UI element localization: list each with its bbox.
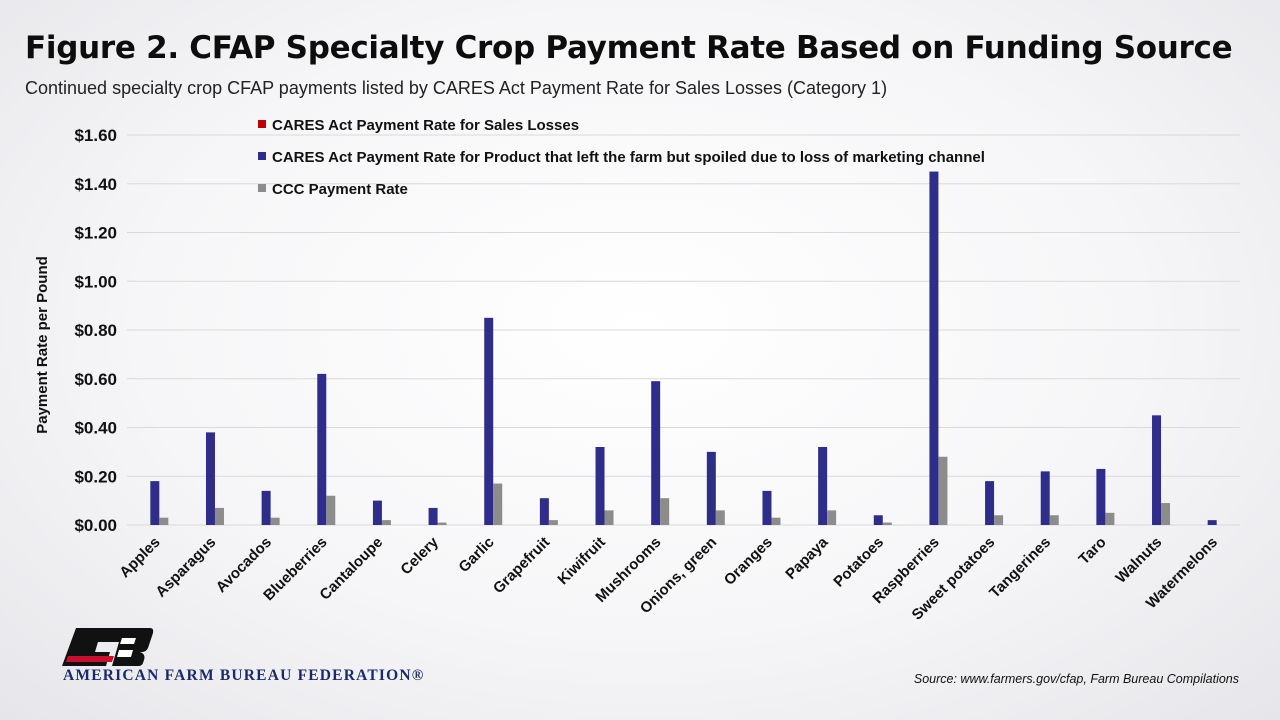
x-tick-label: Potatoes xyxy=(830,534,887,591)
bar xyxy=(938,456,948,525)
page-title: Figure 2. CFAP Specialty Crop Payment Ra… xyxy=(25,30,1233,66)
bar xyxy=(372,500,382,525)
bar xyxy=(326,495,336,525)
legend-swatch xyxy=(258,152,266,160)
y-tick-label: $1.60 xyxy=(74,126,117,145)
x-tick-label: Kiwifruit xyxy=(554,534,608,588)
bar xyxy=(317,373,327,525)
x-tick-label: Walnuts xyxy=(1112,534,1165,587)
y-tick-label: $1.00 xyxy=(74,272,117,291)
logo-white-gap xyxy=(117,638,136,657)
y-tick-label: $0.40 xyxy=(74,419,117,438)
x-tick-label: Grapefruit xyxy=(490,534,553,597)
bar xyxy=(159,517,169,525)
bar xyxy=(270,517,280,525)
legend-label: CARES Act Payment Rate for Sales Losses xyxy=(272,117,579,134)
bar xyxy=(1207,520,1217,525)
y-tick-label: $1.40 xyxy=(74,175,117,194)
bar xyxy=(381,520,391,525)
x-tick-label: Papaya xyxy=(782,533,832,583)
y-tick-label: $0.60 xyxy=(74,370,117,389)
bar xyxy=(1096,468,1106,525)
bar xyxy=(437,522,447,525)
legend-label: CARES Act Payment Rate for Product that … xyxy=(272,149,985,166)
farm-bureau-logo xyxy=(62,628,154,666)
bar xyxy=(1049,515,1059,525)
bar xyxy=(818,447,828,525)
bar xyxy=(548,520,558,525)
bar xyxy=(873,515,883,525)
x-tick-label: Garlic xyxy=(455,534,497,576)
bar xyxy=(539,498,549,525)
y-tick-label: $0.00 xyxy=(74,516,117,535)
bar xyxy=(1105,512,1115,525)
bar xyxy=(715,510,725,525)
bar xyxy=(604,510,614,525)
bar xyxy=(428,507,438,525)
legend-label: CCC Payment Rate xyxy=(272,181,408,198)
bar xyxy=(1152,415,1162,525)
bar xyxy=(660,498,670,525)
y-tick-label: $1.20 xyxy=(74,224,117,243)
bar xyxy=(706,451,716,525)
logo-red-stripe xyxy=(66,656,114,662)
x-tick-label: Celery xyxy=(397,533,442,578)
bar xyxy=(595,447,605,525)
bar xyxy=(1161,503,1171,525)
y-tick-label: $0.20 xyxy=(74,467,117,486)
bar xyxy=(214,507,224,525)
x-tick-label: Apples xyxy=(116,534,163,581)
bar xyxy=(651,381,661,525)
bar xyxy=(771,517,781,525)
x-tick-label: Asparagus xyxy=(152,534,219,601)
legend-swatch xyxy=(258,120,266,128)
bar xyxy=(985,481,995,525)
bar xyxy=(484,317,494,525)
bar xyxy=(762,490,772,525)
bar xyxy=(1040,471,1050,525)
bar xyxy=(882,522,892,525)
y-axis-label: Payment Rate per Pound xyxy=(34,256,51,434)
page-subtitle: Continued specialty crop CFAP payments l… xyxy=(25,78,888,98)
bar xyxy=(261,490,271,525)
organization-name: AMERICAN FARM BUREAU FEDERATION® xyxy=(63,667,425,684)
bar xyxy=(929,171,939,525)
x-tick-label: Taro xyxy=(1075,534,1109,568)
bar xyxy=(827,510,837,525)
y-tick-label: $0.80 xyxy=(74,321,117,340)
legend-swatch xyxy=(258,184,266,192)
bar xyxy=(205,432,215,525)
bar xyxy=(493,483,503,525)
bar xyxy=(150,481,160,525)
source-note: Source: www.farmers.gov/cfap, Farm Burea… xyxy=(913,672,1239,686)
x-tick-label: Oranges xyxy=(721,534,776,589)
bar xyxy=(994,515,1004,525)
